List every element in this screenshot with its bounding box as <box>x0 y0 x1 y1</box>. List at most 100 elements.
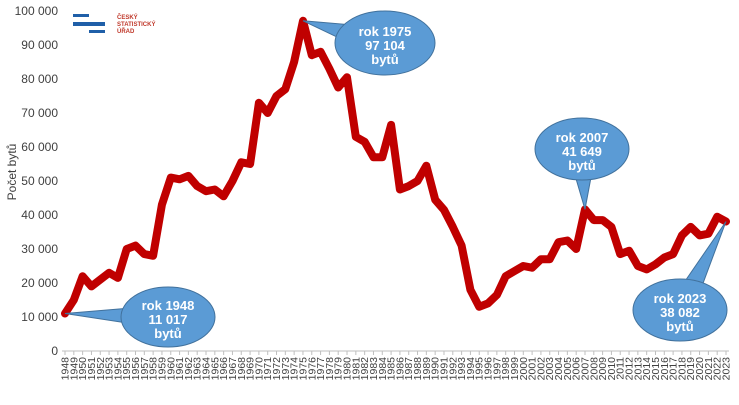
x-tick-label: 2013 <box>632 357 644 381</box>
x-tick-label: 2009 <box>597 357 609 381</box>
x-tick-label: 1972 <box>271 357 283 381</box>
x-tick-label: 1991 <box>438 357 450 381</box>
y-tick-label: 100 000 <box>15 4 59 18</box>
x-tick-label: 2017 <box>668 357 680 381</box>
x-tick-label: 1981 <box>350 357 362 381</box>
x-tick-label: 2023 <box>721 357 733 381</box>
x-tick-label: 1963 <box>192 357 204 381</box>
callout-text-line: 11 017 <box>148 312 187 327</box>
x-tick-label: 2019 <box>685 357 697 381</box>
x-tick-label: 1994 <box>465 357 477 381</box>
callout-text-line: 97 104 <box>365 38 406 53</box>
x-tick-label: 1998 <box>500 357 512 381</box>
x-tick-label: 1950 <box>77 357 89 381</box>
callout-text-line: 41 649 <box>562 144 602 159</box>
x-tick-label: 1967 <box>227 357 239 381</box>
logo-bar-2 <box>73 22 105 26</box>
y-tick-label: 0 <box>51 344 58 358</box>
y-tick-label: 20 000 <box>21 276 58 290</box>
x-tick-label: 2007 <box>579 357 591 381</box>
x-tick-label: 2008 <box>588 357 600 381</box>
callout-bubble <box>334 10 436 76</box>
x-tick-label: 1965 <box>209 357 221 381</box>
callout-text-line: bytů <box>568 158 596 173</box>
logo-line-3: ÚŘAD <box>117 27 135 35</box>
callout-text-line: bytů <box>371 52 399 67</box>
x-tick-label: 1970 <box>253 357 265 381</box>
x-tick-label: 2016 <box>659 357 671 381</box>
x-tick-label: 1974 <box>289 357 301 381</box>
logo-line-2: STATISTICKÝ <box>117 21 155 28</box>
x-tick-label: 1997 <box>491 357 503 381</box>
y-tick-label: 30 000 <box>21 242 58 256</box>
x-tick-label: 2006 <box>571 357 583 381</box>
x-tick-label: 2005 <box>562 357 574 381</box>
logo-bar-3 <box>89 30 105 33</box>
x-tick-label: 1973 <box>280 357 292 381</box>
x-tick-label: 2001 <box>527 357 539 381</box>
callout-text-line: rok 1948 <box>142 298 195 313</box>
x-tick-label: 1980 <box>342 357 354 381</box>
callout-bubble <box>632 278 728 342</box>
x-tick-label: 2011 <box>615 357 627 380</box>
y-tick-label: 50 000 <box>21 174 58 188</box>
series-layer <box>61 16 730 318</box>
callout-bubble <box>534 117 630 181</box>
x-tick-label: 1999 <box>509 357 521 381</box>
x-tick-label: 1960 <box>165 357 177 381</box>
y-tick-label: 80 000 <box>21 72 58 86</box>
callout-bubble <box>120 286 216 348</box>
y-tick-label: 90 000 <box>21 38 58 52</box>
x-axis: 1948194919501951195219531954195519561957… <box>60 350 733 381</box>
x-tick-label: 1982 <box>359 357 371 381</box>
x-tick-label: 2015 <box>650 357 662 381</box>
callout-text-line: bytů <box>666 319 694 334</box>
x-tick-label: 1977 <box>315 357 327 381</box>
x-tick-label: 2021 <box>703 357 715 381</box>
x-tick-label: 2004 <box>553 357 565 381</box>
x-tick-label: 2010 <box>606 357 618 381</box>
y-axis: 0 10 000 20 000 30 000 40 000 50 000 60 000 70 … <box>15 4 59 358</box>
x-tick-label: 1969 <box>245 357 257 381</box>
x-tick-label: 2012 <box>624 357 636 381</box>
x-tick-label: 1990 <box>430 357 442 381</box>
x-tick-label: 1988 <box>412 357 424 381</box>
x-tick-label: 1978 <box>324 357 336 381</box>
x-tick-label: 1968 <box>236 357 248 381</box>
x-tick-label: 2018 <box>676 357 688 381</box>
x-tick-label: 1956 <box>130 357 142 381</box>
callout-text-line: rok 2007 <box>556 130 609 145</box>
x-tick-label: 1976 <box>306 357 318 381</box>
x-tick-label: 2022 <box>712 357 724 381</box>
x-tick-label: 1983 <box>368 357 380 381</box>
x-tick-label: 1951 <box>86 357 98 381</box>
y-tick-label: 40 000 <box>21 208 58 222</box>
x-tick-label: 1985 <box>386 357 398 381</box>
y-tick-label: 60 000 <box>21 140 58 154</box>
callout-text-line: rok 1975 <box>359 24 412 39</box>
logo-line-1: ČESKÝ <box>117 14 138 21</box>
x-tick-label: 2003 <box>544 357 556 381</box>
x-tick-label: 1996 <box>483 357 495 381</box>
x-tick-label: 1993 <box>456 357 468 381</box>
x-tick-label: 1954 <box>112 357 124 381</box>
x-tick-label: 1984 <box>377 357 389 381</box>
x-tick-label: 2002 <box>535 357 547 381</box>
series-line <box>61 16 730 318</box>
csu-logo: ČESKÝ STATISTICKÝ ÚŘAD <box>73 14 155 35</box>
x-tick-label: 1957 <box>139 357 151 381</box>
x-tick-label: 1966 <box>218 357 230 381</box>
x-tick-label: 1952 <box>95 357 107 381</box>
logo-bar-1 <box>73 14 89 17</box>
x-tick-label: 1989 <box>421 357 433 381</box>
x-tick-label: 1987 <box>403 357 415 381</box>
callout-text-line: rok 2023 <box>654 291 707 306</box>
x-tick-label: 1964 <box>201 357 213 381</box>
callout-text-line: bytů <box>154 326 182 341</box>
x-tick-label: 1953 <box>104 357 116 381</box>
